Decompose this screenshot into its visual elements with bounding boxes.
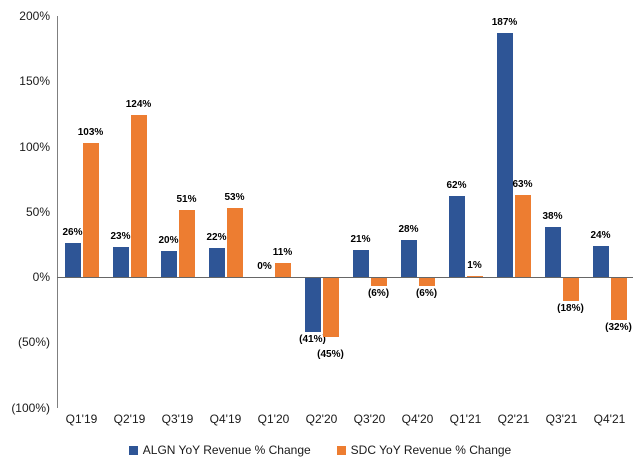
y-tick-label: (100%): [11, 400, 50, 415]
data-label: 20%: [158, 234, 179, 246]
legend-item: SDC YoY Revenue % Change: [336, 443, 512, 457]
y-tick-label: 100%: [19, 139, 50, 154]
legend: ALGN YoY Revenue % Change SDC YoY Revenue…: [0, 443, 640, 457]
bar-sdc: [418, 278, 435, 286]
bar-sdc: [226, 207, 243, 277]
bar-sdc: [370, 278, 387, 286]
data-label: 1%: [467, 259, 482, 271]
data-label: (6%): [367, 287, 390, 299]
data-label: 22%: [206, 232, 227, 244]
data-label: 124%: [125, 99, 152, 111]
bar-algn: [400, 240, 417, 277]
legend-swatch: [128, 445, 138, 455]
bar-sdc: [130, 115, 147, 277]
bar-sdc: [562, 278, 579, 302]
bar-sdc: [514, 194, 531, 277]
data-label: 38%: [542, 211, 563, 223]
bar-algn: [496, 32, 513, 277]
bar-sdc: [274, 262, 291, 277]
x-axis-category-label: Q4'21: [593, 412, 626, 426]
bar-sdc: [322, 278, 339, 337]
bar-algn: [208, 248, 225, 277]
data-label: 21%: [350, 233, 371, 245]
y-tick-label: 200%: [19, 9, 50, 23]
x-axis-category-label: Q2'20: [305, 412, 338, 426]
bar-sdc: [466, 275, 483, 277]
data-label: 53%: [224, 191, 245, 203]
bar-algn: [160, 250, 177, 277]
y-axis-line: [57, 16, 58, 408]
data-label: 0%: [257, 261, 272, 272]
bar-algn: [448, 196, 465, 277]
data-label: 11%: [272, 246, 293, 258]
x-axis-category-label: Q1'20: [257, 412, 290, 426]
bar-algn: [64, 243, 81, 277]
y-tick-label: 150%: [19, 74, 50, 89]
bar-algn: [592, 245, 609, 277]
data-label: 103%: [77, 126, 104, 138]
bar-algn: [352, 249, 369, 277]
legend-label: ALGN YoY Revenue % Change: [142, 443, 311, 457]
legend-item: ALGN YoY Revenue % Change: [128, 443, 311, 457]
y-tick-label: 50%: [25, 204, 50, 219]
data-label: 51%: [176, 194, 197, 206]
bar-sdc: [82, 142, 99, 277]
data-label: 24%: [590, 229, 611, 241]
data-label: 26%: [62, 227, 83, 239]
legend-swatch: [336, 445, 346, 455]
x-axis-category-label: Q1'19: [65, 412, 98, 426]
data-label: 23%: [110, 230, 131, 242]
x-axis-category-label: Q4'20: [401, 412, 434, 426]
bar-sdc: [178, 210, 195, 277]
x-axis-zero-line: [57, 277, 633, 278]
data-label: (6%): [415, 287, 438, 299]
data-label: 28%: [398, 224, 419, 236]
bar-sdc: [610, 278, 627, 320]
data-label: (41%): [299, 333, 326, 345]
data-label: (18%): [557, 303, 584, 315]
bar-algn: [112, 246, 129, 277]
x-axis-category-label: Q3'20: [353, 412, 386, 426]
x-axis-category-label: Q2'19: [113, 412, 146, 426]
x-axis-category-label: Q1'21: [449, 412, 482, 426]
data-label: 62%: [446, 180, 467, 192]
y-tick-label: (50%): [17, 335, 50, 350]
data-label: 187%: [491, 16, 518, 28]
data-label: (45%): [317, 348, 344, 360]
bar-algn: [304, 278, 321, 332]
x-axis-category-label: Q3'19: [161, 412, 194, 426]
x-axis-category-label: Q3'21: [545, 412, 578, 426]
y-tick-label: 0%: [32, 270, 50, 284]
legend-label: SDC YoY Revenue % Change: [350, 443, 512, 457]
data-label: 63%: [512, 178, 533, 190]
x-axis-category-label: Q4'19: [209, 412, 242, 426]
bar-algn: [544, 227, 561, 277]
x-axis-category-label: Q2'21: [497, 412, 530, 426]
data-label: (32%): [605, 321, 632, 333]
